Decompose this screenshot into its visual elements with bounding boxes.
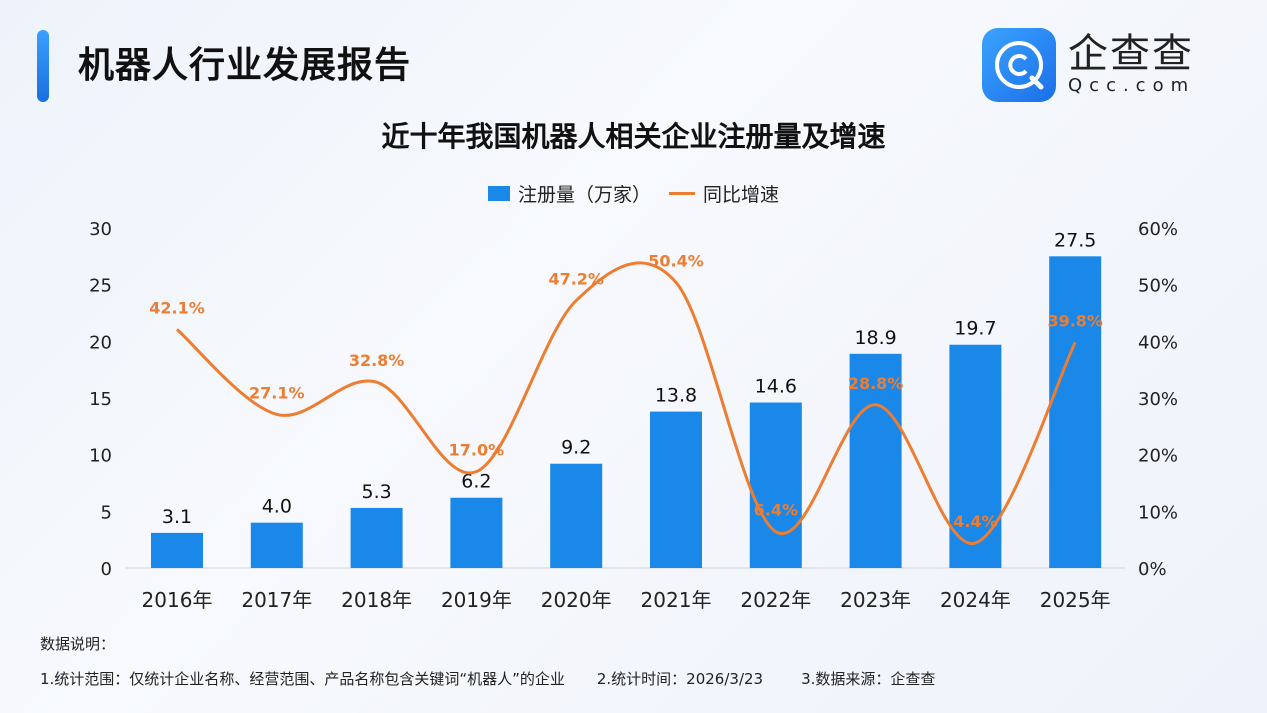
y-right-tick: 20%: [1138, 446, 1178, 467]
y-left-tick: 0: [101, 559, 112, 580]
y-left-tick: 20: [89, 332, 112, 353]
y-right-tick: 40%: [1138, 332, 1178, 353]
bar: [650, 411, 702, 568]
legend-swatch-line: [669, 192, 695, 195]
qcc-logo-icon: [982, 28, 1056, 102]
line-data-label: 32.8%: [349, 351, 405, 370]
bar-data-label: 9.2: [561, 437, 591, 459]
x-tick-label: 2018年: [341, 588, 412, 612]
line-data-label: 6.4%: [754, 501, 798, 520]
logo-text-cn: 企查查: [1068, 31, 1194, 77]
data-notes: 数据说明： 1.统计范围：仅统计企业名称、经营范围、产品名称包含关键词“机器人”…: [40, 633, 935, 703]
logo-text-en: Qcc.com: [1068, 75, 1196, 96]
bar: [550, 463, 603, 568]
line-data-label: 28.8%: [848, 374, 904, 393]
line-data-label: 39.8%: [1047, 311, 1103, 330]
bar: [250, 522, 303, 568]
y-right-tick: 10%: [1138, 502, 1178, 523]
y-left-tick: 5: [101, 502, 112, 523]
title-accent-bar: [37, 30, 49, 102]
line-data-label: 50.4%: [648, 251, 704, 270]
qcc-logo: 企查查 Qcc.com: [982, 28, 1195, 102]
bar: [151, 532, 203, 568]
y-right-tick: 30%: [1138, 389, 1178, 410]
bar-data-label: 6.2: [461, 471, 491, 493]
bar-data-label: 18.9: [854, 327, 896, 349]
y-right-tick: 0%: [1138, 559, 1167, 580]
line-data-label: 47.2%: [548, 270, 604, 289]
line-data-label: 27.1%: [249, 383, 305, 402]
bar-data-label: 13.8: [655, 385, 697, 407]
legend-swatch-bar: [487, 186, 510, 201]
line-data-label: 42.1%: [149, 298, 205, 317]
y-right-tick: 60%: [1138, 219, 1178, 240]
line-data-label: 17.0%: [449, 441, 505, 460]
bar-data-label: 19.7: [954, 318, 996, 340]
y-left-tick: 30: [89, 219, 112, 240]
bar-data-label: 4.0: [262, 496, 292, 518]
chart-title: 近十年我国机器人相关企业注册量及增速: [381, 120, 886, 153]
growth-line: [176, 261, 1077, 545]
bar: [749, 402, 802, 568]
x-tick-label: 2017年: [241, 588, 312, 612]
legend-label-line: 同比增速: [703, 184, 780, 206]
notes-heading: 数据说明：: [40, 635, 116, 653]
chart-legend: 注册量（万家） 同比增速: [0, 180, 1267, 207]
note-time: 2.统计时间：2026/3/23: [596, 670, 764, 688]
bar-data-label: 5.3: [361, 481, 391, 503]
line-data-label: 4.4%: [953, 512, 997, 531]
bar-data-label: 14.6: [755, 376, 797, 398]
legend-label-bar: 注册量（万家）: [517, 184, 651, 206]
x-tick-label: 2021年: [641, 588, 712, 612]
x-tick-label: 2016年: [142, 588, 213, 612]
legend-item-bar: 注册量（万家）: [487, 180, 651, 207]
x-tick-label: 2022年: [740, 588, 811, 612]
x-tick-label: 2024年: [940, 588, 1011, 612]
x-tick-label: 2025年: [1040, 588, 1111, 612]
y-right-tick: 50%: [1138, 276, 1178, 297]
bar-data-label: 3.1: [162, 506, 192, 528]
y-left-tick: 25: [89, 276, 112, 297]
bar: [849, 353, 902, 568]
bar: [949, 344, 1002, 568]
y-left-tick: 15: [89, 389, 112, 410]
x-tick-label: 2020年: [541, 588, 612, 612]
bar: [450, 497, 503, 568]
bar: [1049, 256, 1102, 568]
note-scope: 1.统计范围：仅统计企业名称、经营范围、产品名称包含关键词“机器人”的企业: [40, 670, 565, 688]
legend-item-line: 同比增速: [669, 180, 779, 207]
y-left-tick: 10: [89, 446, 112, 467]
report-title: 机器人行业发展报告: [78, 45, 412, 86]
bar-data-label: 27.5: [1054, 229, 1096, 251]
x-tick-label: 2023年: [840, 588, 911, 612]
bar: [350, 507, 403, 568]
note-source: 3.数据来源：企查查: [801, 670, 936, 688]
x-tick-label: 2019年: [441, 588, 512, 612]
